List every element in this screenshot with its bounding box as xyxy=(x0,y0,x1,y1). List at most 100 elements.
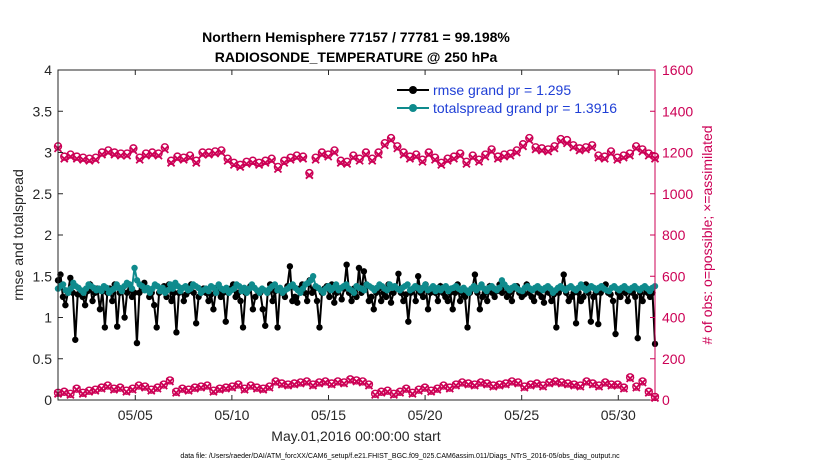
totalspread-point xyxy=(360,287,368,294)
obs-assimilated-point xyxy=(103,382,112,391)
obs-assimilated-point xyxy=(173,154,182,163)
rmse-point xyxy=(624,297,632,305)
obs-assimilated-point xyxy=(110,150,119,159)
y-left-tick-label: 4 xyxy=(44,62,52,78)
obs-assimilated-point xyxy=(632,144,641,153)
obs-assimilated-point xyxy=(512,148,521,157)
obs-assimilated-point xyxy=(594,382,604,391)
y-left-tick-label: 1.5 xyxy=(33,268,53,284)
totalspread-point xyxy=(154,282,161,290)
rmse-point xyxy=(387,299,395,306)
obs-assimilated-point xyxy=(317,150,327,159)
rmse-point xyxy=(252,293,259,301)
obs-possible-point xyxy=(632,382,641,391)
obs-assimilated-point xyxy=(296,379,305,388)
obs-assimilated-point xyxy=(179,155,188,164)
obs-possible-point xyxy=(402,384,411,393)
obs-assimilated-point xyxy=(358,378,367,387)
rmse-point xyxy=(62,301,69,309)
rmse-point xyxy=(96,306,104,313)
obs-assimilated-point xyxy=(148,150,157,159)
obs-assimilated-point xyxy=(221,384,231,393)
obs-assimilated-point xyxy=(443,156,452,165)
y-right-tick-label: 400 xyxy=(662,310,686,326)
obs-possible-point xyxy=(273,162,283,172)
y-right-tick-label: 1600 xyxy=(662,62,693,78)
obs-possible-point xyxy=(267,154,276,163)
obs-possible-point xyxy=(361,148,371,157)
rmse-point xyxy=(612,330,619,338)
obs-possible-point xyxy=(513,378,523,387)
obs-assimilated-point xyxy=(374,150,383,159)
obs-assimilated-point xyxy=(613,381,622,390)
obs-assimilated-point xyxy=(506,151,515,160)
obs-assimilated-point xyxy=(248,158,257,167)
rmse-point xyxy=(326,293,333,301)
obs-assimilated-point xyxy=(234,381,243,390)
obs-assimilated-point xyxy=(601,379,610,388)
totalspread-point xyxy=(210,284,217,291)
obs-possible-point xyxy=(342,157,352,166)
rmse-point xyxy=(331,299,338,306)
obs-assimilated-point xyxy=(129,146,138,155)
rmse-point xyxy=(89,297,96,305)
obs-assimilated-point xyxy=(468,153,477,162)
obs-assimilated-point xyxy=(570,381,579,390)
obs-assimilated-point xyxy=(267,156,276,165)
rmse-point xyxy=(377,297,385,305)
y-right-tick-label: 200 xyxy=(662,351,686,367)
totalspread-point xyxy=(276,284,284,291)
obs-assimilated-point xyxy=(402,385,411,394)
obs-assimilated-point xyxy=(66,152,75,161)
obs-possible-point xyxy=(638,145,647,154)
obs-assimilated-point xyxy=(408,389,417,398)
obs-assimilated-point xyxy=(518,142,528,151)
x-tick-label: 05/10 xyxy=(214,407,249,423)
rmse-point xyxy=(262,322,269,329)
obs-assimilated-point xyxy=(166,158,176,167)
rmse-point xyxy=(560,271,567,278)
obs-possible-point xyxy=(386,133,396,143)
obs-assimilated-point xyxy=(84,387,94,396)
obs-assimilated-point xyxy=(210,149,220,158)
obs-assimilated-point xyxy=(495,381,504,390)
obs-assimilated-point xyxy=(302,378,311,387)
totalspread-point xyxy=(422,281,429,288)
legend-spread-label: totalspread grand pr = 1.3916 xyxy=(433,100,617,116)
y-axis-right-label: # of obs: o=possible; ×=assimilated xyxy=(699,125,715,344)
obs-possible-point xyxy=(160,143,170,152)
obs-assimilated-point xyxy=(236,162,245,172)
totalspread-point xyxy=(309,273,317,280)
rmse-point xyxy=(632,293,639,301)
obs-assimilated-point xyxy=(383,387,392,396)
obs-assimilated-point xyxy=(526,381,535,390)
rmse-point xyxy=(548,297,555,305)
obs-possible-point xyxy=(165,376,175,385)
obs-assimilated-point xyxy=(141,151,151,160)
obs-assimilated-point xyxy=(217,148,226,157)
rmse-point xyxy=(59,293,67,301)
rmse-point xyxy=(370,306,377,313)
obs-assimilated-point xyxy=(190,384,199,393)
obs-assimilated-point xyxy=(349,153,358,162)
rmse-point xyxy=(464,324,471,331)
obs-assimilated-point xyxy=(204,150,213,159)
rmse-point xyxy=(368,293,375,301)
obs-assimilated-point xyxy=(346,376,355,385)
obs-possible-point xyxy=(587,141,597,150)
obs-assimilated-point xyxy=(458,379,467,388)
rmse-point xyxy=(414,273,422,280)
rmse-point xyxy=(538,293,545,301)
obs-possible-point xyxy=(525,133,534,143)
obs-assimilated-point xyxy=(386,135,396,145)
rmse-point xyxy=(101,324,109,331)
obs-assimilated-point xyxy=(418,157,427,166)
rmse-point xyxy=(476,306,484,313)
rmse-point xyxy=(192,320,200,327)
rmse-point xyxy=(419,293,427,301)
obs-assimilated-point xyxy=(361,150,371,159)
obs-assimilated-point xyxy=(60,388,69,397)
rmse-point xyxy=(249,306,257,313)
rmse-point xyxy=(572,320,580,327)
totalspread-point xyxy=(131,264,138,272)
